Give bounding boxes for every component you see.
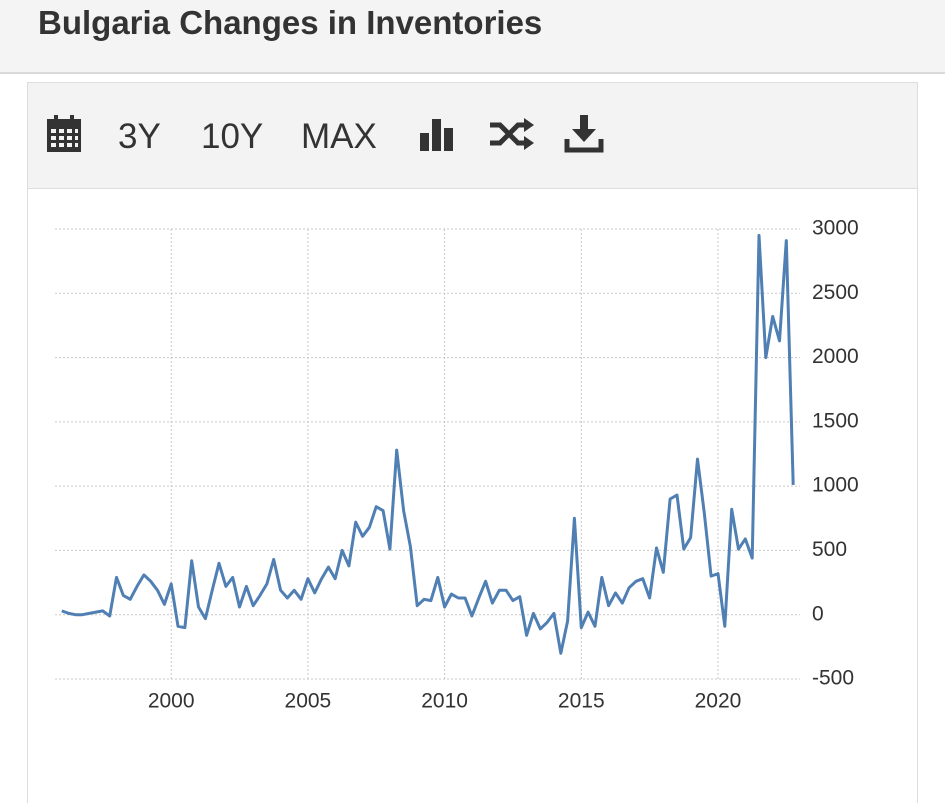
toolbar: 3Y 10Y MAX xyxy=(28,83,917,189)
y-tick-label: 2000 xyxy=(812,345,859,368)
calendar-icon[interactable] xyxy=(46,115,82,153)
range-button[interactable]: 10Y xyxy=(201,117,264,156)
x-tick-label: 2005 xyxy=(285,690,332,713)
page-title: Bulgaria Changes in Inventories xyxy=(38,4,543,41)
data-line xyxy=(61,233,795,655)
x-tick-label: 2000 xyxy=(148,690,195,713)
y-tick-label: 1500 xyxy=(812,409,859,432)
header: Bulgaria Changes in Inventories xyxy=(0,0,945,74)
y-tick-label: 500 xyxy=(812,538,847,561)
x-tick-label: 2015 xyxy=(558,690,605,713)
y-tick-label: 3000 xyxy=(812,217,859,240)
y-tick-label: 2500 xyxy=(812,281,859,304)
y-tick-label: 1000 xyxy=(812,474,859,497)
x-tick-label: 2020 xyxy=(695,690,742,713)
chart-panel: 3Y 10Y MAX xyxy=(27,82,918,803)
range-button[interactable]: MAX xyxy=(301,117,377,156)
y-tick-label: -500 xyxy=(812,667,854,690)
range-button[interactable]: 3Y xyxy=(118,117,161,156)
y-tick-label: 0 xyxy=(812,602,824,625)
download-icon[interactable] xyxy=(564,113,604,153)
compare-icon[interactable] xyxy=(488,117,536,151)
chart-type-icon[interactable] xyxy=(418,117,456,151)
x-tick-label: 2010 xyxy=(421,690,468,713)
